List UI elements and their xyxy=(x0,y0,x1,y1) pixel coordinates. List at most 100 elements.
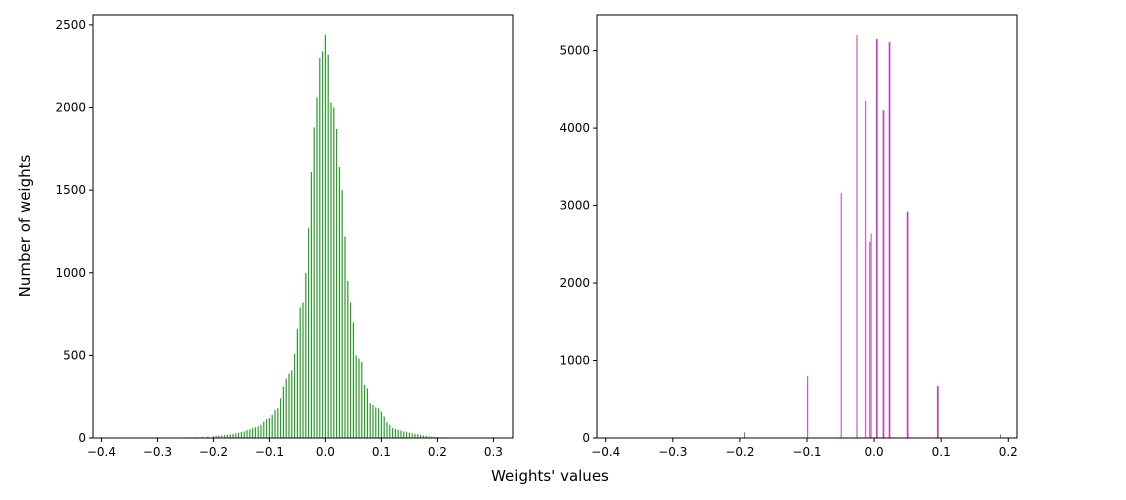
x-tick-label: 0.1 xyxy=(372,445,391,459)
histogram-bar xyxy=(363,385,366,439)
histogram-bar xyxy=(431,436,433,438)
x-tick-label: −0.1 xyxy=(792,445,821,459)
histogram-bar xyxy=(411,433,413,438)
histogram-bar xyxy=(403,431,405,438)
y-tick-label: 500 xyxy=(63,348,86,362)
y-tick-label: 3000 xyxy=(559,199,590,213)
x-tick-label: −0.3 xyxy=(658,445,687,459)
histogram-bar xyxy=(226,434,229,438)
x-tick-label: 0.1 xyxy=(932,445,951,459)
y-tick-label: 0 xyxy=(582,431,590,445)
histogram-bar xyxy=(260,424,262,438)
histogram-bar xyxy=(422,435,425,438)
x-tick-label: −0.4 xyxy=(591,445,620,459)
histogram-bar xyxy=(215,436,217,438)
histogram-bar xyxy=(888,42,890,439)
left-histogram-panel: −0.4 −0.3 −0.2 −0.1 0.0 0.1 0.2 0.3 0 500 1000 1500… xyxy=(55,14,514,459)
x-tick-label: 0.2 xyxy=(428,445,447,459)
y-tick-label: 1000 xyxy=(559,354,590,368)
histogram-bar xyxy=(428,436,430,438)
histogram-bar xyxy=(377,408,380,438)
y-tick-label: 0 xyxy=(78,431,86,445)
histogram-bar xyxy=(321,51,324,438)
histogram-bar xyxy=(389,424,391,438)
histogram-bar xyxy=(319,57,321,439)
histogram-bar xyxy=(237,432,240,438)
histogram-bar xyxy=(937,386,939,438)
histogram-bar xyxy=(361,361,363,438)
histogram-bar xyxy=(369,403,371,438)
histogram-bar xyxy=(889,42,891,439)
histogram-bar xyxy=(347,281,349,438)
histogram-bar xyxy=(744,432,746,438)
y-axis-label: Number of weights xyxy=(16,154,34,297)
histogram-bar xyxy=(218,435,220,438)
histogram-bar xyxy=(425,436,427,438)
histogram-bar xyxy=(324,34,327,438)
histogram-bar xyxy=(232,433,234,438)
histogram-bar xyxy=(366,388,369,438)
histogram-bar xyxy=(400,430,402,438)
axes-frame xyxy=(92,14,514,439)
x-tick-label: 0.0 xyxy=(865,445,884,459)
histogram-bar xyxy=(316,97,318,439)
histogram-bar xyxy=(883,110,885,438)
histogram-bar xyxy=(383,416,385,438)
histogram-bar xyxy=(352,322,355,438)
histogram-bar xyxy=(386,422,388,438)
y-tick-label: 5000 xyxy=(559,44,590,58)
histogram-bar xyxy=(341,190,343,438)
histogram-bar xyxy=(405,431,408,438)
histogram-bar xyxy=(335,129,338,438)
histogram-bar xyxy=(344,236,346,438)
x-tick-label: 0.3 xyxy=(484,445,503,459)
histogram-bar xyxy=(307,228,310,438)
histogram-bar xyxy=(875,39,877,439)
histogram-bar xyxy=(869,241,871,438)
histogram-bar xyxy=(349,302,352,438)
histogram-bar xyxy=(254,427,257,438)
histogram-bar xyxy=(265,419,268,438)
histogram-bar xyxy=(246,430,248,438)
histogram-bar xyxy=(285,378,287,438)
histogram-bar xyxy=(856,35,858,438)
histogram-bar xyxy=(419,435,422,438)
histogram-bar xyxy=(291,370,293,438)
x-tick-label: −0.2 xyxy=(725,445,754,459)
histogram-bar xyxy=(271,414,273,438)
histogram-bar xyxy=(333,107,335,438)
histogram-bar xyxy=(223,435,226,438)
histogram-bar xyxy=(408,432,411,438)
histogram-bar xyxy=(338,167,341,438)
x-tick-label: 0.2 xyxy=(999,445,1018,459)
x-tick-label: −0.3 xyxy=(143,445,172,459)
y-tick-label: 4000 xyxy=(559,121,590,135)
right-histogram-panel: −0.4 −0.3 −0.2 −0.1 0.0 0.1 0.2 0 1000 2000 3000 40… xyxy=(559,14,1018,459)
histogram-bar xyxy=(282,386,285,438)
histogram-bar xyxy=(288,373,290,438)
histogram-bar xyxy=(882,110,884,438)
histogram-bar xyxy=(807,376,809,438)
histogram-bar xyxy=(251,428,254,438)
histogram-bar xyxy=(372,404,374,438)
histogram-bar xyxy=(394,428,397,438)
histogram-bar xyxy=(380,411,383,438)
histogram-bar xyxy=(417,434,419,438)
histogram-bar xyxy=(330,102,332,438)
histogram-bar xyxy=(865,100,867,439)
histogram-bar xyxy=(375,407,377,438)
y-tick-label: 1000 xyxy=(55,266,86,280)
histogram-bar xyxy=(414,433,416,438)
histogram-bar xyxy=(249,429,251,438)
histogram-bar xyxy=(299,307,301,438)
x-tick-label: 0.0 xyxy=(316,445,335,459)
histogram-bar xyxy=(221,435,223,438)
y-tick-label: 1500 xyxy=(55,183,86,197)
histogram-bar xyxy=(212,436,215,438)
histogram-bar xyxy=(327,54,329,438)
histogram-bar xyxy=(240,432,243,438)
histogram-bar xyxy=(355,355,357,438)
histogram-bar xyxy=(277,408,279,438)
axes-frame xyxy=(596,14,1018,439)
x-tick-label: −0.4 xyxy=(87,445,116,459)
